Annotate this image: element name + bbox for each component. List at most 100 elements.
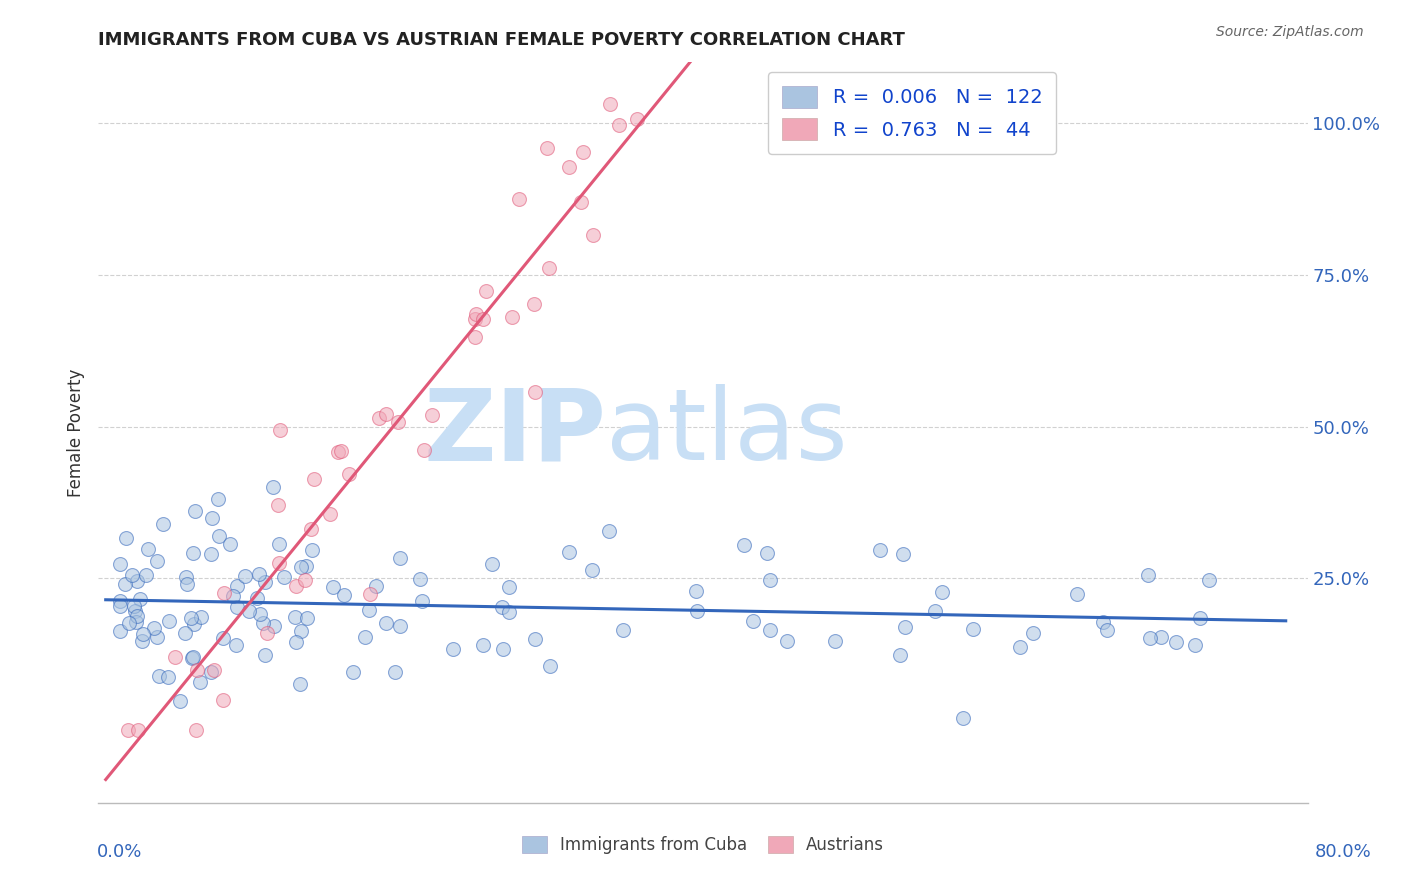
- Point: [357, 603, 380, 617]
- Text: atlas: atlas: [606, 384, 848, 481]
- Point: [508, 192, 530, 206]
- Point: [238, 603, 260, 617]
- Point: [571, 145, 593, 160]
- Point: [607, 118, 630, 132]
- Text: 80.0%: 80.0%: [1315, 843, 1371, 861]
- Point: [263, 619, 285, 633]
- Point: [294, 573, 316, 587]
- Point: [733, 538, 755, 552]
- Point: [132, 627, 155, 641]
- Point: [368, 411, 391, 425]
- Point: [374, 616, 396, 631]
- Point: [127, 609, 149, 624]
- Text: Source: ZipAtlas.com: Source: ZipAtlas.com: [1216, 25, 1364, 39]
- Point: [756, 546, 779, 560]
- Point: [869, 543, 891, 558]
- Point: [201, 510, 224, 524]
- Point: [523, 296, 546, 310]
- Point: [110, 624, 132, 638]
- Point: [284, 579, 307, 593]
- Point: [263, 480, 285, 494]
- Point: [758, 573, 780, 587]
- Point: [558, 160, 581, 174]
- Point: [176, 570, 198, 584]
- Point: [290, 560, 312, 574]
- Point: [581, 563, 603, 577]
- Point: [295, 559, 318, 574]
- Point: [354, 630, 377, 644]
- Point: [183, 504, 205, 518]
- Point: [246, 591, 269, 605]
- Point: [226, 579, 249, 593]
- Point: [931, 585, 953, 599]
- Point: [118, 616, 141, 631]
- Point: [330, 443, 353, 458]
- Point: [1137, 568, 1160, 582]
- Point: [128, 592, 150, 607]
- Point: [143, 621, 166, 635]
- Point: [322, 581, 344, 595]
- Point: [173, 626, 195, 640]
- Point: [200, 665, 222, 679]
- Point: [256, 626, 278, 640]
- Point: [121, 568, 143, 582]
- Point: [626, 112, 648, 126]
- Point: [269, 423, 291, 437]
- Point: [181, 546, 204, 560]
- Point: [893, 547, 915, 561]
- Point: [501, 310, 523, 324]
- Point: [146, 554, 169, 568]
- Point: [894, 619, 917, 633]
- Point: [420, 408, 443, 422]
- Point: [219, 537, 242, 551]
- Point: [202, 663, 225, 677]
- Point: [481, 557, 503, 571]
- Text: 0.0%: 0.0%: [97, 843, 142, 861]
- Point: [253, 574, 276, 589]
- Point: [180, 611, 202, 625]
- Legend: Immigrants from Cuba, Austrians: Immigrants from Cuba, Austrians: [516, 830, 890, 861]
- Point: [267, 499, 290, 513]
- Point: [889, 648, 911, 663]
- Point: [1092, 615, 1115, 630]
- Point: [181, 650, 204, 665]
- Point: [186, 723, 208, 737]
- Point: [299, 522, 322, 536]
- Point: [110, 594, 132, 608]
- Point: [212, 586, 235, 600]
- Point: [472, 312, 495, 326]
- Point: [207, 492, 229, 507]
- Point: [200, 547, 222, 561]
- Point: [472, 638, 495, 652]
- Point: [686, 604, 709, 618]
- Point: [301, 543, 323, 558]
- Point: [136, 542, 159, 557]
- Point: [962, 622, 984, 636]
- Point: [125, 574, 148, 588]
- Point: [498, 580, 520, 594]
- Point: [537, 261, 560, 276]
- Point: [1184, 638, 1206, 652]
- Point: [186, 664, 208, 678]
- Point: [1198, 573, 1220, 587]
- Point: [117, 723, 139, 737]
- Point: [1150, 630, 1173, 644]
- Point: [124, 599, 146, 614]
- Point: [254, 648, 277, 662]
- Point: [409, 572, 432, 586]
- Point: [475, 284, 498, 298]
- Point: [131, 633, 153, 648]
- Point: [304, 472, 326, 486]
- Point: [114, 577, 136, 591]
- Point: [290, 624, 312, 639]
- Point: [176, 577, 198, 591]
- Point: [169, 694, 191, 708]
- Point: [612, 623, 634, 637]
- Point: [125, 615, 148, 630]
- Point: [384, 665, 406, 679]
- Point: [267, 536, 290, 550]
- Point: [295, 611, 318, 625]
- Point: [387, 416, 409, 430]
- Point: [359, 587, 381, 601]
- Point: [412, 443, 434, 458]
